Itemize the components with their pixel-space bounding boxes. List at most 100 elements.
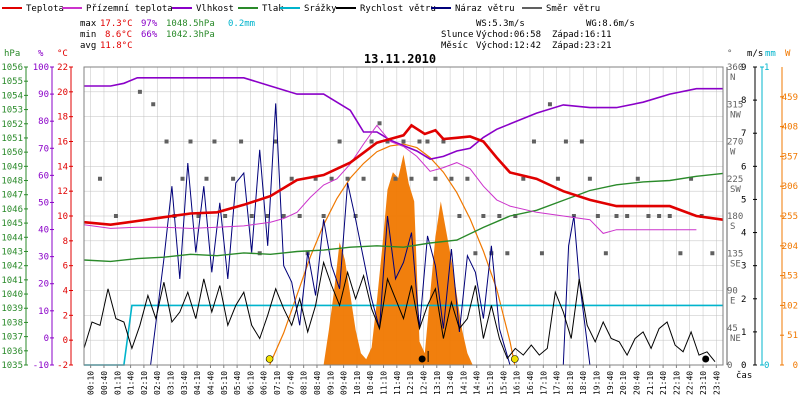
wind-axis-tick-label: 9 (741, 63, 746, 73)
x-tick-label: 19:40 (606, 371, 615, 395)
temperature-axis-tick-label: 16 (57, 138, 68, 148)
direction-tick-name: SE (730, 259, 741, 269)
wind-axis-tick-label: 8 (741, 96, 746, 106)
pressure-axis-tick-label: 1047 (1, 191, 23, 201)
direction-point (539, 251, 544, 256)
x-tick-label: 09:10 (326, 371, 335, 395)
info-wg: WG:8.6m/s (586, 19, 635, 29)
humidity-line (84, 77, 723, 160)
direction-tick-name: E (730, 297, 735, 307)
direction-point (425, 139, 430, 144)
temperature-axis-tick-label: 6 (63, 262, 68, 272)
temperature-line (83, 123, 724, 227)
direction-tick-label: 0 (727, 361, 732, 371)
direction-point (473, 251, 478, 256)
direction-point (409, 176, 414, 181)
direction-tick-name: N (730, 73, 735, 83)
moonrise-marker (418, 355, 426, 363)
legend-label-wind_speed: Rychlost větru (360, 4, 436, 14)
legend-label-pressure: Tlak (262, 4, 284, 14)
moonset-marker (702, 355, 710, 363)
pressure-axis-tick-label: 1050 (1, 148, 23, 158)
solar-axis-tick-label: 459 (782, 93, 798, 103)
x-tick-label: 09:40 (340, 371, 349, 395)
x-tick-label: 20:40 (632, 371, 641, 395)
direction-point (481, 214, 486, 218)
solar-axis-tick-label: 204 (782, 242, 798, 252)
direction-point (579, 139, 584, 144)
direction-point (667, 214, 672, 218)
direction-point (337, 139, 342, 144)
x-tick-label: 22:40 (686, 371, 695, 395)
x-tick-label: 14:40 (473, 371, 482, 395)
stats-avg-label: avg (80, 41, 96, 51)
legend-label-precip: Srážky (304, 4, 337, 14)
pressure-axis-tick-label: 1038 (1, 318, 23, 328)
dew-point-line (83, 124, 697, 234)
unit-deg: ° (727, 49, 732, 59)
direction-tick-label: 45 (727, 324, 738, 334)
pressure-axis-tick-label: 1037 (1, 333, 23, 343)
temperature-axis-tick-label: 10 (57, 212, 68, 222)
x-tick-label: 02:40 (153, 371, 162, 395)
wind-speed-line (83, 260, 716, 363)
direction-point (188, 139, 193, 144)
direction-point (297, 214, 302, 218)
info-sun-label: Slunce (441, 30, 474, 40)
pressure-axis-tick-label: 1056 (1, 63, 23, 73)
solar-measured-area (323, 154, 473, 365)
humidity-axis-tick-label: 0 (44, 334, 49, 344)
direction-point (212, 139, 217, 144)
x-tick-label: 17:10 (539, 371, 548, 395)
x-tick-label: 16:10 (513, 371, 522, 395)
temperature-axis-tick-label: -2 (57, 361, 68, 371)
pressure-axis-tick-label: 1040 (1, 290, 23, 300)
solar-axis-tick-label: 255 (782, 212, 798, 222)
x-tick-label: 01:40 (127, 371, 136, 395)
humidity-axis-tick-label: 60 (38, 171, 49, 181)
solar-radiation-line (269, 143, 516, 366)
direction-point (223, 214, 228, 218)
time-axis-label: čas (736, 370, 752, 381)
solar-axis-tick-label: 102 (782, 301, 798, 311)
solar-axis-tick-label: 306 (782, 182, 798, 192)
x-tick-label: 03:40 (180, 371, 189, 395)
x-tick-label: 20:10 (619, 371, 628, 395)
solar-axis-tick-label: 357 (782, 152, 798, 162)
direction-point (505, 251, 510, 256)
x-tick-label: 12:40 (419, 371, 428, 395)
x-tick-label: 05:40 (233, 371, 242, 395)
pressure-axis-tick-label: 1048 (1, 177, 23, 187)
direction-point (329, 176, 334, 181)
humidity-axis-tick-label: 40 (38, 226, 49, 236)
x-tick-label: 16:40 (526, 371, 535, 395)
temperature-axis-tick-label: 2 (63, 311, 68, 321)
x-tick-label: 06:40 (260, 371, 269, 395)
plot-border (83, 66, 724, 366)
pressure-axis-tick-label: 1041 (1, 276, 23, 286)
x-tick-label: 18:10 (566, 371, 575, 395)
stats-max-temp: 17.3°C (100, 19, 133, 29)
x-tick-label: 22:10 (672, 371, 681, 395)
x-tick-label: 05:10 (220, 371, 229, 395)
solar-axis-tick-label: 408 (782, 123, 798, 133)
direction-point (345, 176, 350, 181)
direction-point (385, 139, 390, 144)
humidity-axis-tick-label: 10 (38, 307, 49, 317)
legend-label-temperature: Teplota (26, 4, 64, 14)
info-block: WS:5.3m/s WG:8.6m/s Slunce Východ:06:58 … (441, 19, 635, 51)
pressure-axis-tick-label: 1049 (1, 162, 23, 172)
stats-max-label: max (80, 19, 97, 29)
info-ws: WS:5.3m/s (476, 19, 525, 29)
pressure-axis-tick-label: 1035 (1, 361, 23, 371)
direction-point (625, 214, 630, 218)
x-tick-label: 17:40 (553, 371, 562, 395)
stats-min-press: 1042.3hPa (166, 30, 215, 40)
pressure-axis-tick-label: 1042 (1, 262, 23, 272)
legend: Teplota Přízemní teplota Vlhkost Tlak Srážky… (2, 4, 600, 14)
direction-point (249, 214, 254, 218)
wind-axis-tick-label: 1 (741, 328, 746, 338)
x-tick-label: 14:10 (459, 371, 468, 395)
direction-point (433, 176, 438, 181)
